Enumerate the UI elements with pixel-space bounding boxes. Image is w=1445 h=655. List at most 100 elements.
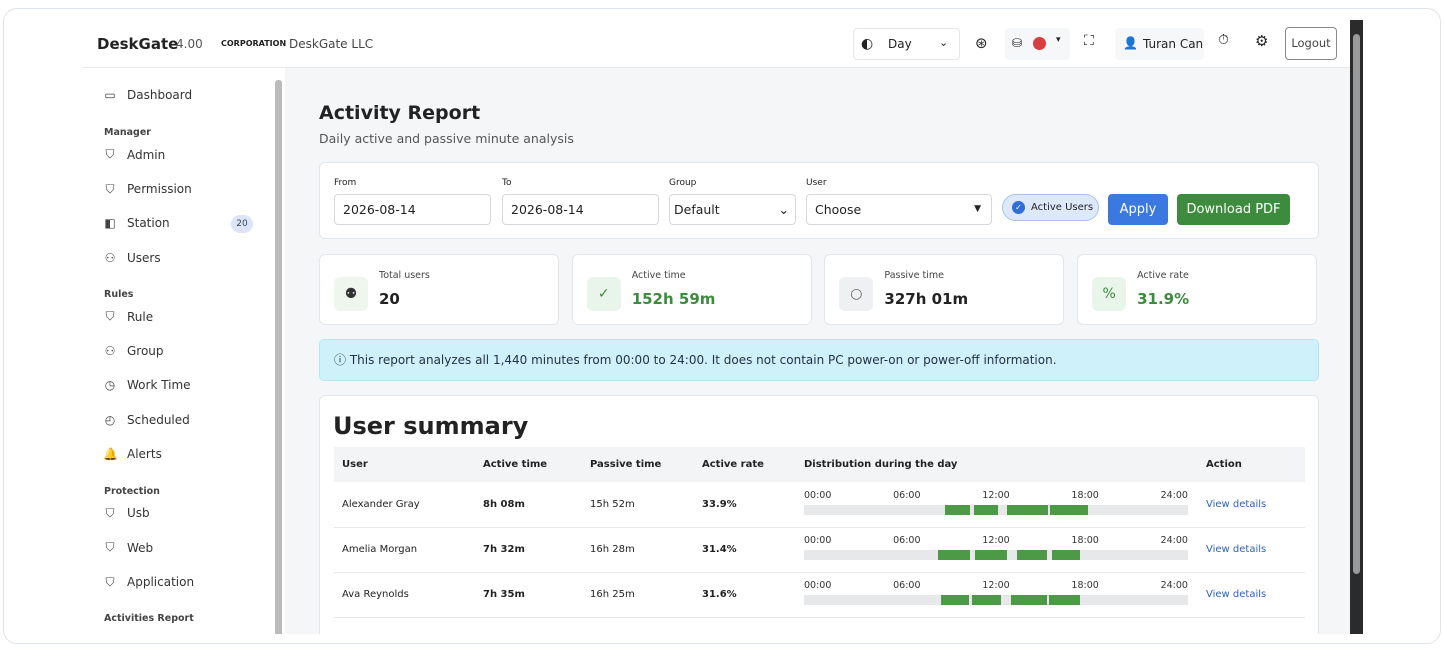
distribution-cell: 00:00 06:00 12:00 18:00 24:00: [796, 572, 1198, 618]
nav-item[interactable]: ◧ Station: [103, 216, 170, 230]
corp-name: DeskGate LLC: [289, 37, 374, 51]
nav-label: Group: [127, 343, 164, 358]
nav-item[interactable]: ⛉ Permission: [103, 181, 191, 197]
scrollbar: [1350, 20, 1363, 634]
db-status[interactable]: ⛁ ▾: [1005, 28, 1070, 60]
activity-segment: [975, 550, 1008, 560]
nav-label: Rule: [127, 309, 154, 324]
nav-icon: ⚇: [104, 250, 116, 265]
nav-item[interactable]: ⛉ Rule: [103, 309, 153, 324]
corp-label: CORPORATION: [221, 39, 287, 48]
active-cell: 7h 35m: [475, 572, 582, 618]
activity-segment: [1048, 595, 1080, 605]
passive-cell: 15h 52m: [582, 482, 694, 528]
active-users-toggle[interactable]: ✓ Active Users: [1002, 194, 1099, 221]
nav-label: Station: [127, 216, 170, 230]
tick-label: 12:00: [982, 580, 1010, 591]
view-details-link[interactable]: View details: [1206, 589, 1267, 600]
tick-label: 12:00: [982, 535, 1010, 546]
nav-section: Activities Report: [104, 613, 194, 624]
stat-icon: ⚉: [334, 277, 368, 311]
nav-icon: ⛉: [105, 181, 115, 196]
period: Day: [888, 37, 912, 51]
nav-icon: ⛉: [105, 574, 115, 589]
logout-button[interactable]: Logout: [1285, 27, 1337, 60]
distribution-track: [804, 504, 1188, 515]
view-details-link[interactable]: View details: [1206, 498, 1267, 510]
group-select[interactable]: Default ⌄: [669, 194, 796, 225]
stat-label: Total users: [379, 270, 430, 281]
activity-segment: [1011, 595, 1048, 605]
nav-item[interactable]: ⛉ Application: [103, 575, 194, 590]
nav-icon: ◷: [104, 378, 116, 392]
stat-card: ✓ Active time 152h 59m: [571, 254, 812, 325]
settings-icon[interactable]: ⚙: [1255, 32, 1269, 50]
nav-item[interactable]: ▭ Dashboard: [104, 88, 193, 102]
nav-item[interactable]: ◴ Scheduled: [103, 413, 190, 427]
activity-segment: [944, 504, 971, 515]
period-select[interactable]: ◐ Day ⌄: [853, 28, 960, 60]
nav-item[interactable]: 🔔 Alerts: [103, 447, 162, 461]
stat-value: 20: [379, 290, 400, 308]
nav-icon: ⚇: [104, 343, 116, 358]
user-cell: Amelia Morgan: [334, 527, 475, 573]
user-menu[interactable]: 👤 Turan Can: [1115, 28, 1204, 60]
view-details-link[interactable]: View details: [1206, 544, 1267, 555]
download-button[interactable]: Download PDF: [1177, 194, 1290, 225]
app: DeskGate 4.00 CORPORATION DeskGate LLC ◐…: [83, 20, 1350, 634]
nav-label: Alerts: [127, 447, 162, 461]
rate-cell: 31.6%: [694, 572, 796, 618]
apply-button[interactable]: Apply: [1108, 194, 1168, 225]
fullscreen[interactable]: ⛶: [1084, 33, 1094, 49]
distribution-track: [804, 595, 1188, 605]
label: From: [334, 178, 357, 188]
tick-label: 06:00: [893, 489, 921, 501]
version: 4.00: [176, 37, 203, 51]
from-input[interactable]: 2026-08-14: [334, 194, 491, 225]
tick-label: 24:00: [1160, 580, 1188, 591]
active-cell: 8h 08m: [475, 482, 582, 528]
action-cell: View details: [1198, 527, 1305, 573]
distribution-track: [804, 550, 1188, 560]
user-select[interactable]: Choose ▼: [806, 194, 992, 225]
nav-label: Work Time: [127, 378, 191, 392]
passive-cell: 16h 28m: [582, 527, 694, 573]
table-row: Alexander Gray 8h 08m 15h 52m 33.9% 00:00 06:…: [334, 482, 1305, 528]
stat-card: ⚉ Total users 20: [319, 254, 559, 325]
column-header: Action: [1198, 447, 1305, 482]
column-header: User: [334, 447, 475, 482]
tick-label: 18:00: [1071, 489, 1099, 501]
nav-item[interactable]: ⚇ Group: [103, 344, 164, 358]
column-header: Distribution during the day: [796, 447, 1198, 482]
nav-item[interactable]: ◷ Work Time: [103, 378, 191, 392]
stat-label: Active time: [631, 270, 686, 281]
rate-cell: 33.9%: [694, 482, 796, 528]
stat-value: 31.9%: [1137, 290, 1190, 308]
nav-item[interactable]: ⛉ Admin: [103, 147, 165, 162]
nav-label: Scheduled: [127, 412, 190, 427]
summary-card: User summary User Active time Passive time…: [319, 395, 1319, 634]
nav-item[interactable]: ⛉ Web: [103, 540, 153, 555]
nav-label: Admin: [127, 147, 166, 162]
passive-cell: 16h 25m: [582, 572, 694, 618]
stat-card: % Active rate 31.9%: [1077, 254, 1318, 325]
page-subtitle: Daily active and passive minute analysis: [319, 131, 574, 146]
timer-icon[interactable]: ⏱: [1218, 32, 1229, 48]
stat-icon: ○: [839, 277, 874, 311]
nav-item[interactable]: ⛉ Usb: [103, 506, 149, 521]
distribution-cell: 00:00 06:00 12:00 18:00 24:00: [796, 482, 1198, 528]
badge: 20: [231, 215, 253, 233]
action-cell: View details: [1198, 482, 1305, 528]
column-header: Active rate: [694, 447, 796, 482]
tick-label: 06:00: [893, 535, 921, 546]
frame: [3, 8, 1441, 644]
user-cell: Ava Reynolds: [334, 572, 475, 618]
nav-item[interactable]: ⚇ Users: [103, 251, 161, 265]
nav-icon: ⛉: [105, 309, 115, 323]
help-icon[interactable]: ⊛: [975, 34, 988, 52]
to-input[interactable]: 2026-08-14: [502, 194, 659, 225]
brand: DeskGate: [97, 35, 179, 53]
user-cell: Alexander Gray: [334, 482, 475, 528]
nav-section: Rules: [104, 289, 134, 300]
